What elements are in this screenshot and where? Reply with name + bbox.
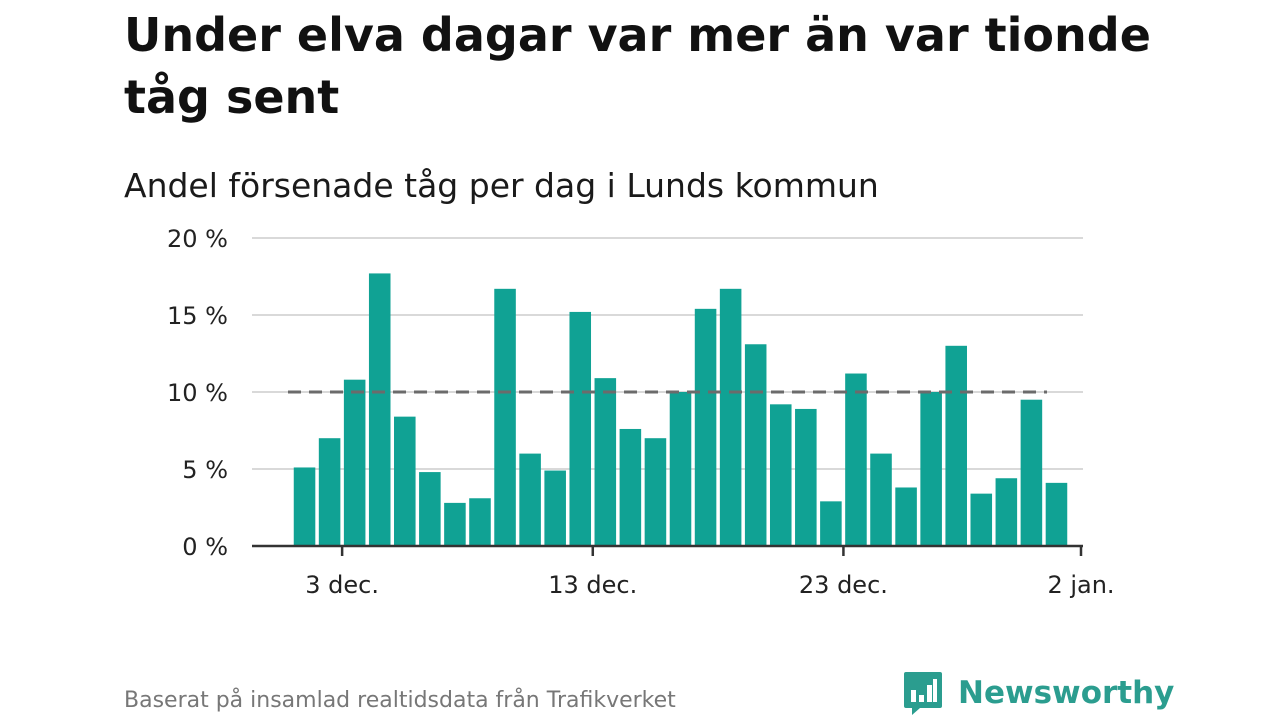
bar-chart: 0 % 5 % 10 % 15 % 20 % 3 dec. 13 dec. 23 dec. 2…	[167, 225, 1115, 599]
bar	[444, 502, 466, 546]
newsworthy-logo: Newsworthy	[902, 670, 1174, 716]
newsworthy-logo-icon	[904, 672, 942, 715]
bar	[795, 408, 817, 546]
x-tick-label: 13 dec.	[548, 571, 637, 599]
bar	[744, 344, 767, 546]
x-tick-label: 2 jan.	[1047, 571, 1114, 599]
source-note: Baserat på insamlad realtidsdata från Tr…	[124, 688, 676, 713]
bar	[619, 428, 642, 546]
bar	[394, 416, 416, 546]
y-tick-label: 20 %	[167, 225, 228, 253]
y-tick-label: 0 %	[182, 533, 228, 561]
bar	[544, 470, 566, 546]
bar	[519, 453, 541, 546]
bar	[769, 404, 792, 546]
bar	[895, 487, 917, 546]
y-tick-label: 5 %	[182, 456, 228, 484]
bar	[694, 308, 717, 546]
bar	[343, 379, 366, 546]
bar	[995, 478, 1018, 546]
bar	[719, 288, 742, 546]
bars	[293, 273, 1068, 546]
bar	[920, 392, 942, 546]
chart-title: Under elva dagar var mer än var tionde t…	[124, 8, 1151, 124]
bar	[669, 392, 692, 546]
y-axis-labels: 0 % 5 % 10 % 15 % 20 %	[167, 225, 228, 561]
bar	[469, 498, 491, 546]
bar	[293, 467, 316, 546]
newsworthy-logo-text: Newsworthy	[958, 675, 1175, 711]
bar	[870, 453, 892, 546]
bar	[494, 288, 516, 546]
x-tick-label: 23 dec.	[799, 571, 888, 599]
x-axis: 3 dec. 13 dec. 23 dec. 2 jan.	[252, 544, 1115, 599]
bar	[945, 345, 967, 546]
y-tick-label: 15 %	[167, 302, 228, 330]
bar	[1020, 399, 1043, 546]
bar	[318, 438, 341, 546]
bar	[368, 273, 391, 546]
bar	[845, 373, 867, 546]
bar	[594, 378, 617, 546]
chart-subtitle: Andel försenade tåg per dag i Lunds komm…	[124, 166, 879, 205]
bar	[419, 472, 441, 546]
x-tick-label: 3 dec.	[305, 571, 379, 599]
bar	[970, 493, 993, 546]
bar	[1045, 482, 1068, 546]
bar	[569, 311, 592, 546]
bar	[644, 438, 667, 546]
bar	[820, 501, 842, 546]
y-tick-label: 10 %	[167, 379, 228, 407]
